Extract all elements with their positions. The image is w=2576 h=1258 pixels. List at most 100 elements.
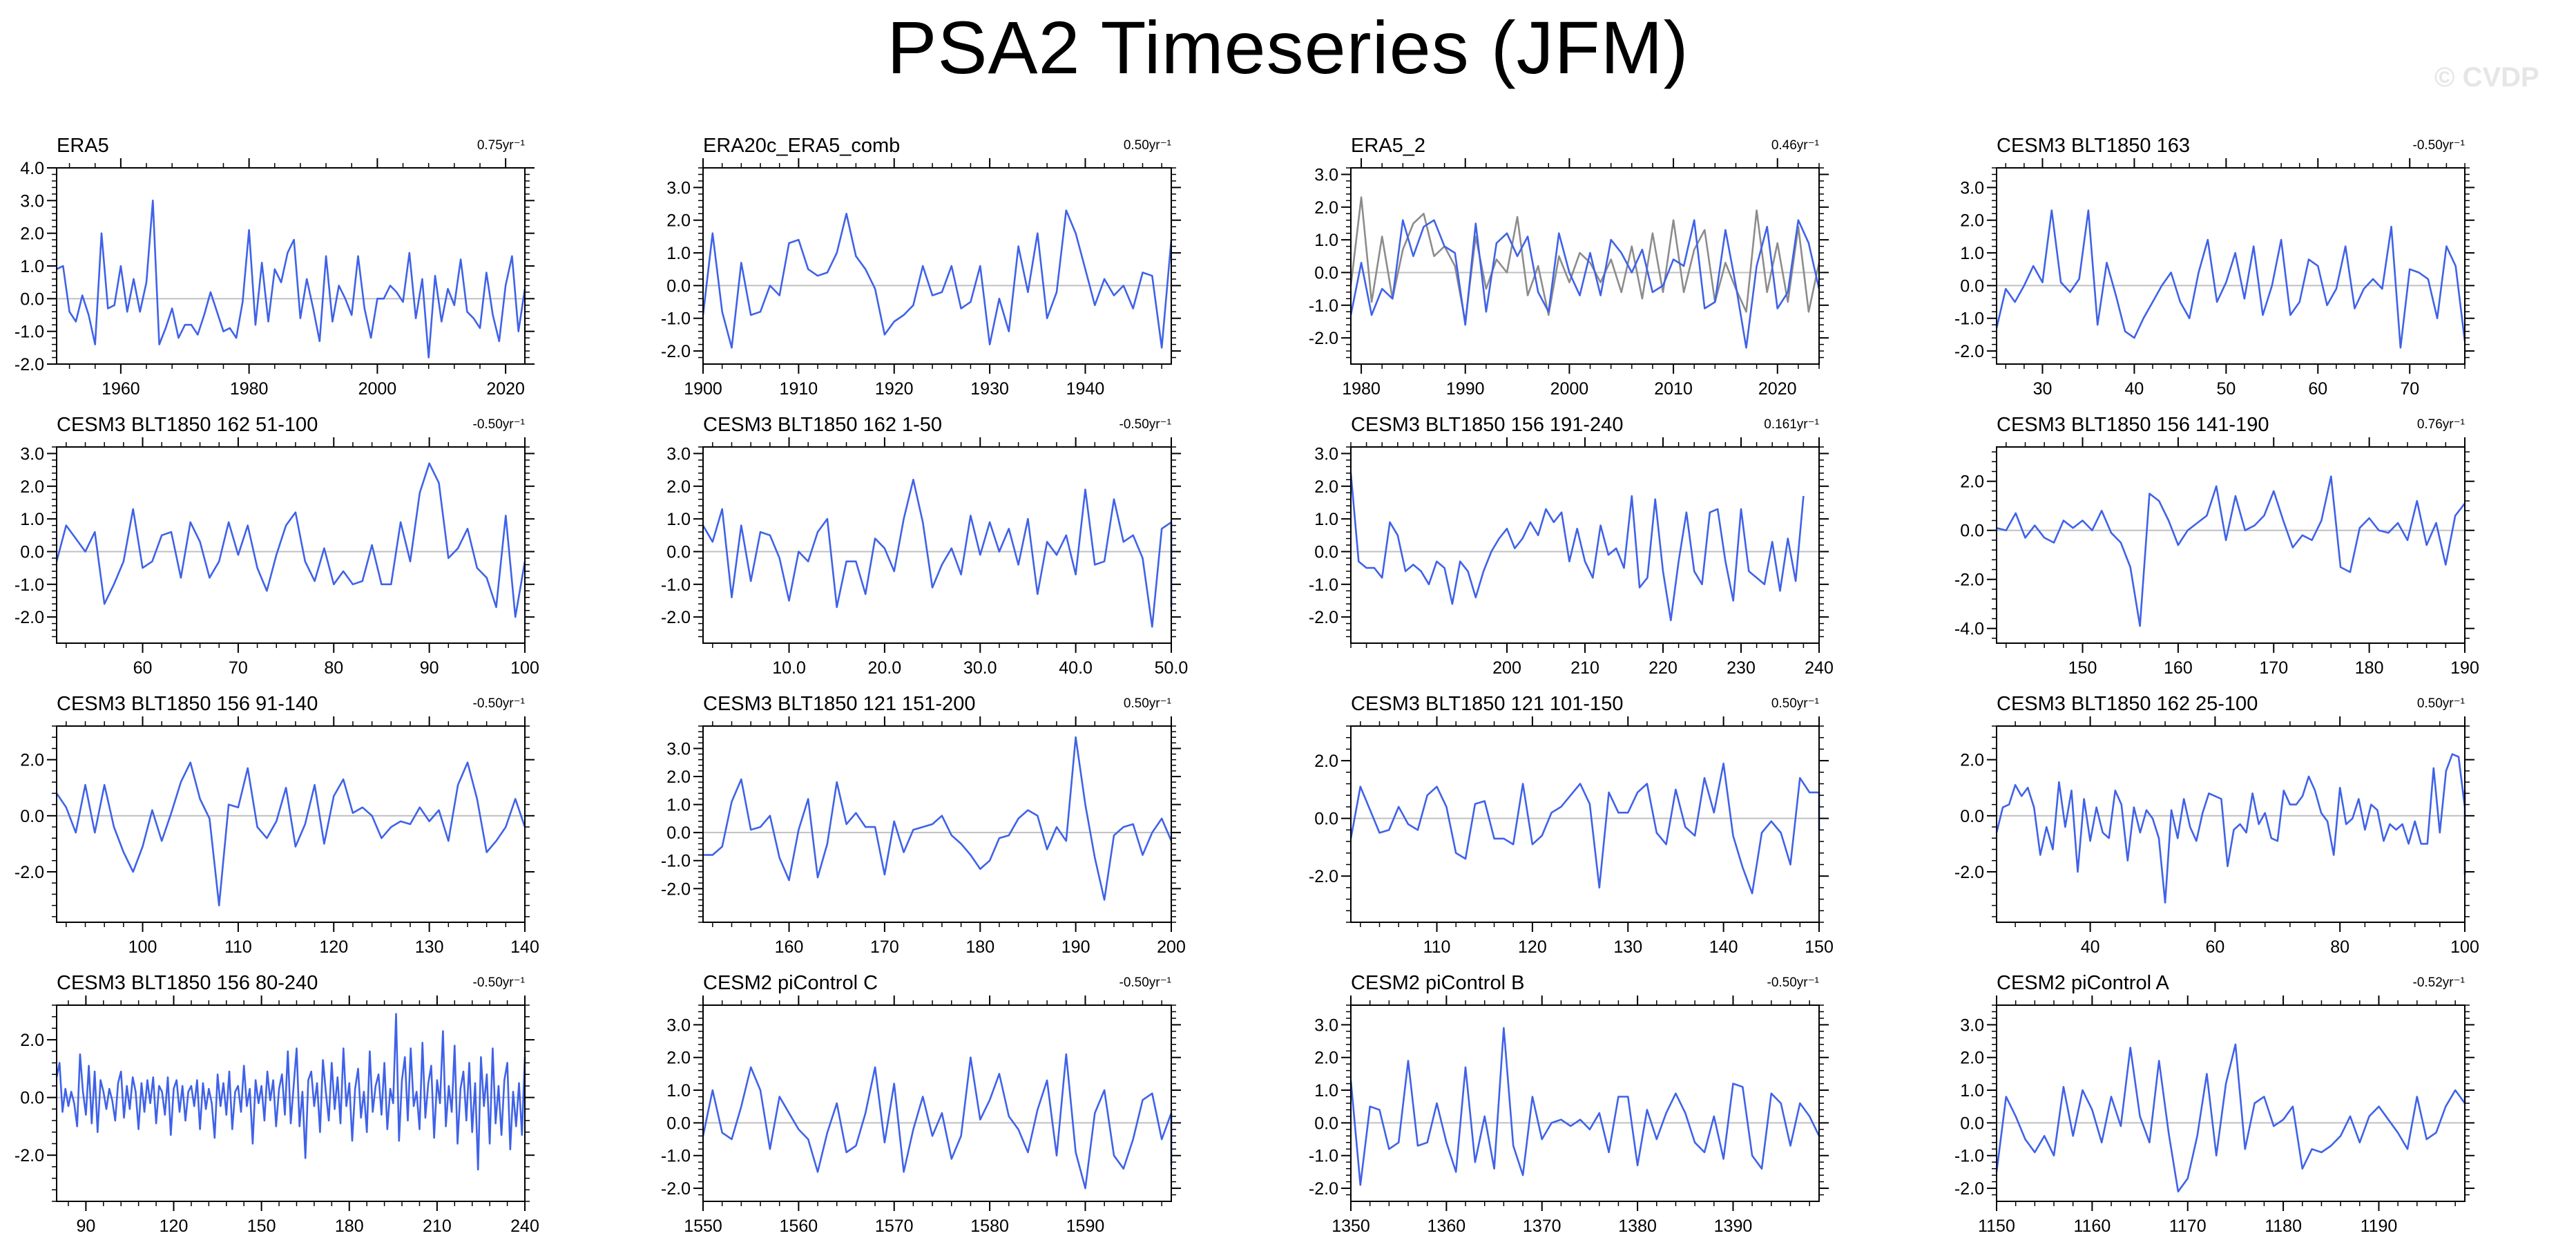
y-tick-label: 0.0 xyxy=(1960,276,1984,296)
y-tick-label: -4.0 xyxy=(1954,620,1984,639)
x-tick-label: 1150 xyxy=(1978,1217,2015,1236)
y-tick-label: 1.0 xyxy=(666,244,691,263)
panel-title: CESM3 BLT1850 162 1-50 xyxy=(703,414,942,436)
x-tick-label: 1170 xyxy=(2169,1217,2207,1236)
x-tick-label: 1920 xyxy=(875,379,914,399)
y-tick-label: -2.0 xyxy=(1954,571,1984,590)
y-tick-label: 1.0 xyxy=(20,257,44,276)
y-tick-label: 0.0 xyxy=(666,276,691,296)
panel-title: ERA5 xyxy=(57,135,109,157)
y-tick-label: 1.0 xyxy=(1314,510,1338,529)
chart-panel: 1960 1980 2000 2020 -2.0 -1.0 0.0 1.0 2.0 3.0 4.0 E… xyxy=(15,135,535,399)
y-tick-label: 0.0 xyxy=(20,289,44,309)
y-tick-label: 0.0 xyxy=(1314,542,1338,562)
series-line xyxy=(702,209,1173,349)
x-tick-label: 20.0 xyxy=(868,658,902,678)
chart-panel: 1550 1560 1570 1580 1590 -2.0 -1.0 0.0 1.0 2.0 3.0… xyxy=(661,972,1181,1236)
chart-panel: 60 70 80 90 100 -2.0 -1.0 0.0 1.0 2.0 3.0 CESM3 BLT… xyxy=(15,414,539,678)
y-tick-label: -2.0 xyxy=(1954,863,1984,882)
chart-panel: 90 120 150 180 210 240 -2.0 0.0 2.0 CESM3 BLT1850… xyxy=(15,972,539,1236)
plot-frame xyxy=(1350,446,1820,644)
y-tick-label: 3.0 xyxy=(1960,1016,1984,1035)
series-line xyxy=(55,1013,526,1171)
x-tick-label: 1980 xyxy=(1342,379,1381,399)
trend-label: 0.50yr⁻¹ xyxy=(1124,696,1171,711)
y-tick-label: 1.0 xyxy=(1314,1081,1338,1100)
chart-panel: 1900 1910 1920 1930 1940 -2.0 -1.0 0.0 1.0 2.0 3.0… xyxy=(661,135,1181,399)
y-tick-label: -1.0 xyxy=(1954,1147,1984,1166)
panel-title: CESM3 BLT1850 156 91-140 xyxy=(57,693,318,715)
y-tick-label: 1.0 xyxy=(666,796,691,815)
panel-title: ERA20c_ERA5_comb xyxy=(703,135,900,157)
series-line xyxy=(702,478,1173,628)
x-tick-label: 90 xyxy=(76,1217,95,1236)
y-tick-label: 2.0 xyxy=(1960,211,1984,231)
x-tick-label: 140 xyxy=(510,937,539,957)
y-tick-label: 4.0 xyxy=(20,159,44,178)
x-tick-label: 1380 xyxy=(1618,1217,1657,1236)
x-tick-label: 1580 xyxy=(970,1217,1009,1236)
trend-label: 0.76yr⁻¹ xyxy=(2417,417,2465,432)
series-line xyxy=(55,761,526,906)
plot-frame xyxy=(56,1004,526,1202)
panel-title: CESM2 piControl A xyxy=(1997,972,2169,994)
x-tick-label: 60 xyxy=(2205,937,2224,957)
y-tick-label: 3.0 xyxy=(20,191,44,211)
y-tick-label: 2.0 xyxy=(1314,1049,1338,1068)
y-tick-label: 1.0 xyxy=(1314,231,1338,250)
series-line xyxy=(702,1053,1173,1190)
x-tick-label: 160 xyxy=(775,937,804,957)
x-tick-label: 40 xyxy=(2081,937,2100,957)
x-tick-label: 2010 xyxy=(1654,379,1693,399)
y-tick-label: -2.0 xyxy=(1309,1179,1338,1199)
x-tick-label: 220 xyxy=(1649,658,1678,678)
y-tick-label: -2.0 xyxy=(15,355,44,374)
x-tick-label: 240 xyxy=(510,1217,539,1236)
y-tick-label: -1.0 xyxy=(661,575,691,595)
chart-panel: 1980 1990 2000 2010 2020 -2.0 -1.0 0.0 1.0 2.0 3.0… xyxy=(1309,135,1829,399)
x-tick-label: 100 xyxy=(128,937,157,957)
y-tick-label: 2.0 xyxy=(666,1049,691,1068)
y-tick-label: 3.0 xyxy=(666,444,691,464)
x-tick-label: 40 xyxy=(2125,379,2144,399)
x-tick-label: 180 xyxy=(965,937,994,957)
y-tick-label: -1.0 xyxy=(1309,296,1338,316)
x-tick-label: 170 xyxy=(2259,658,2288,678)
chart-panel: 200 210 220 230 240 -2.0 -1.0 0.0 1.0 2.0 3.0 CESM3… xyxy=(1309,414,1834,678)
x-tick-label: 30.0 xyxy=(963,658,997,678)
x-tick-label: 2020 xyxy=(1758,379,1797,399)
trend-label: 0.161yr⁻¹ xyxy=(1764,417,1819,432)
y-tick-label: 0.0 xyxy=(20,542,44,562)
panel-title: CESM3 BLT1850 156 141-190 xyxy=(1997,414,2269,436)
series-line xyxy=(1349,473,1805,622)
panel-title: CESM3 BLT1850 162 51-100 xyxy=(57,414,318,436)
x-tick-label: 120 xyxy=(1518,937,1547,957)
plot-frame xyxy=(1350,725,1820,923)
series-line xyxy=(1995,1043,2466,1193)
y-tick-label: 3.0 xyxy=(666,178,691,198)
chart-panel: 160 170 180 190 200 -2.0 -1.0 0.0 1.0 2.0 3.0 CESM3… xyxy=(661,693,1186,957)
overlay-series-line xyxy=(1349,196,1820,323)
y-tick-label: 0.0 xyxy=(1960,522,1984,541)
trend-label: -0.50yr⁻¹ xyxy=(2413,138,2466,153)
trend-label: -0.50yr⁻¹ xyxy=(473,417,526,432)
chart-panel: 100 110 120 130 140 -2.0 0.0 2.0 CESM3 BLT1850 1… xyxy=(15,693,539,957)
x-tick-label: 1930 xyxy=(970,379,1009,399)
x-tick-label: 70 xyxy=(229,658,248,678)
y-tick-label: -2.0 xyxy=(15,1146,44,1165)
x-tick-label: 130 xyxy=(1613,937,1642,957)
x-tick-label: 10.0 xyxy=(772,658,806,678)
y-tick-label: 0.0 xyxy=(1314,1114,1338,1133)
y-tick-label: 1.0 xyxy=(1960,244,1984,263)
y-tick-label: 0.0 xyxy=(1960,807,1984,826)
x-tick-label: 150 xyxy=(1805,937,1834,957)
x-tick-label: 210 xyxy=(423,1217,452,1236)
panel-title: CESM3 BLT1850 163 xyxy=(1997,135,2190,157)
plot-frame xyxy=(702,167,1172,365)
cvdp-watermark: © CVDP xyxy=(2434,62,2539,93)
x-tick-label: 1370 xyxy=(1523,1217,1561,1236)
x-tick-label: 1190 xyxy=(2361,1217,2398,1236)
y-tick-label: 3.0 xyxy=(666,739,691,759)
y-tick-label: 1.0 xyxy=(666,1081,691,1100)
